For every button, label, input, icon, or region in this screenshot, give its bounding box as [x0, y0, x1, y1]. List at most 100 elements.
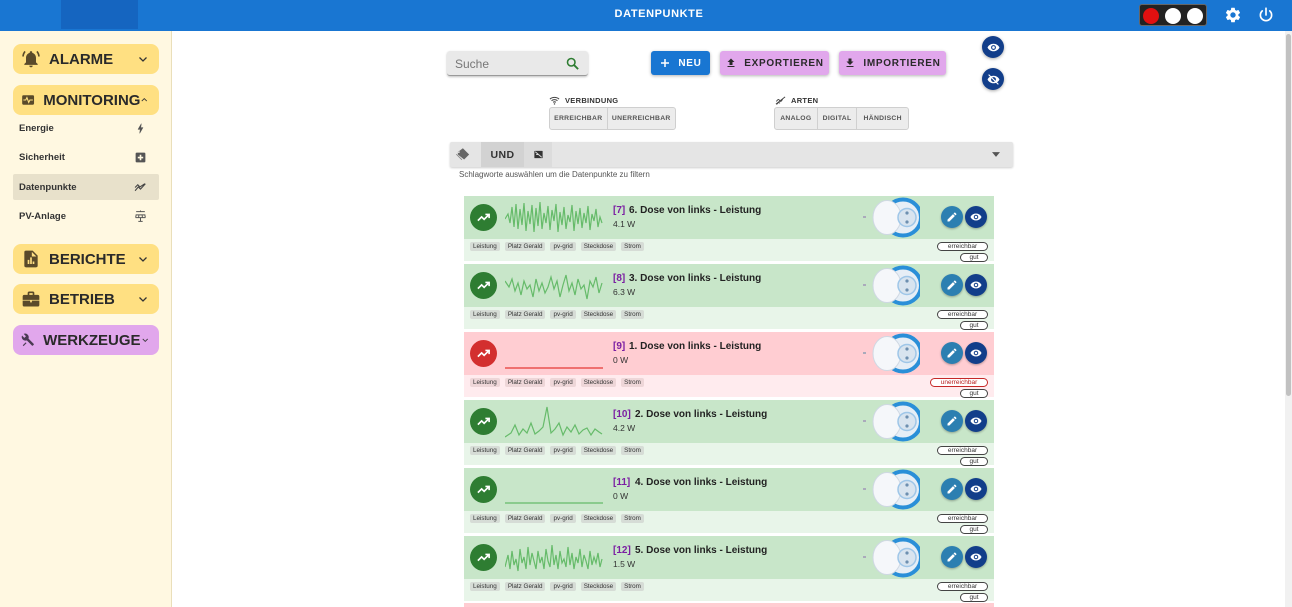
datapoint-card[interactable]: [8] 3. Dose von links - Leistung 6.3 W L…	[464, 264, 994, 330]
sidebar-group-berichte[interactable]: BERICHTE	[13, 244, 159, 274]
edit-button[interactable]	[941, 274, 963, 296]
tag-chip[interactable]: Steckdose	[580, 446, 617, 455]
tag-chip[interactable]: Steckdose	[580, 582, 617, 591]
view-button[interactable]	[965, 546, 987, 568]
sidebar-group-monitoring[interactable]: MONITORING	[13, 85, 159, 115]
tag-chip[interactable]: Platz Gerald	[504, 446, 546, 455]
hide-all-button[interactable]	[982, 68, 1004, 90]
chevron-down-icon[interactable]	[992, 151, 1000, 158]
sidebar-group-werkzeuge[interactable]: WERKZEUGE	[13, 325, 159, 355]
edit-button[interactable]	[941, 342, 963, 364]
datapoint-card[interactable]: [11] 4. Dose von links - Leistung 0 W Le…	[464, 468, 994, 534]
tag-chip[interactable]: Platz Gerald	[504, 242, 546, 251]
tag-chip[interactable]: Leistung	[470, 378, 500, 387]
tag-chip[interactable]: Strom	[621, 446, 644, 455]
tag-chip[interactable]: Leistung	[470, 514, 500, 523]
tag-chip[interactable]: pv-grid	[550, 582, 576, 591]
eye-icon	[987, 43, 999, 51]
pencil-icon	[947, 484, 957, 494]
tag-chip[interactable]: pv-grid	[550, 310, 576, 319]
view-button[interactable]	[965, 410, 987, 432]
quality-badge: gut	[960, 525, 988, 534]
tag-chip[interactable]: pv-grid	[550, 446, 576, 455]
edit-button[interactable]	[941, 206, 963, 228]
filter-manual-button[interactable]: HÄNDISCH	[863, 115, 902, 122]
eye-icon	[970, 417, 982, 425]
tag-chip[interactable]: Platz Gerald	[504, 514, 546, 523]
tag-chip[interactable]: Strom	[621, 582, 644, 591]
view-button[interactable]	[965, 206, 987, 228]
sidebar-item-pv-anlage[interactable]: PV-Anlage	[13, 203, 159, 229]
export-button[interactable]: EXPORTIEREN	[720, 51, 829, 75]
datapoint-value: 4.1 W	[613, 219, 636, 229]
pencil-icon	[947, 348, 957, 358]
import-button[interactable]: IMPORTIEREN	[839, 51, 946, 75]
view-button[interactable]	[965, 274, 987, 296]
search-icon[interactable]	[565, 56, 580, 71]
tag-chip[interactable]: pv-grid	[550, 378, 576, 387]
scrollbar-thumb[interactable]	[1286, 34, 1291, 396]
view-button[interactable]	[965, 478, 987, 500]
filter-analog-button[interactable]: ANALOG	[775, 108, 818, 129]
tag-chip[interactable]: Leistung	[470, 582, 500, 591]
datapoint-card[interactable]: [10] 2. Dose von links - Leistung 4.2 W …	[464, 400, 994, 466]
tag-filter-bar[interactable]: UND	[450, 142, 1013, 167]
tag-chip[interactable]: Strom	[621, 242, 644, 251]
datapoint-card[interactable]: [9] 1. Dose von links - Leistung 0 W Lei…	[464, 332, 994, 398]
sparkline-chart	[505, 502, 603, 504]
sidebar-item-sicherheit[interactable]: Sicherheit	[13, 144, 159, 170]
tag-chip[interactable]: Steckdose	[580, 242, 617, 251]
tag-chip[interactable]: Platz Gerald	[504, 378, 546, 387]
datapoint-id: [12]	[613, 545, 631, 556]
tag-chip[interactable]: Steckdose	[580, 514, 617, 523]
eye-icon	[970, 281, 982, 289]
edit-button[interactable]	[941, 546, 963, 568]
tag-chip[interactable]: Leistung	[470, 310, 500, 319]
chevron-up-icon	[141, 97, 148, 102]
sidebar-item-datenpunkte[interactable]: Datenpunkte	[13, 174, 159, 200]
sidebar-item-energie[interactable]: Energie	[13, 115, 159, 141]
edit-button[interactable]	[941, 478, 963, 500]
smart-plug-image	[863, 197, 920, 238]
tag-chip[interactable]: Platz Gerald	[504, 310, 546, 319]
tag-multiple-icon[interactable]	[456, 147, 471, 162]
sidebar-group-betrieb[interactable]: BETRIEB	[13, 284, 159, 314]
sidebar-group-label: MONITORING	[43, 91, 141, 109]
tag-chip[interactable]: Steckdose	[580, 378, 617, 387]
gear-icon[interactable]	[1224, 6, 1242, 24]
tag-chip[interactable]: Strom	[621, 514, 644, 523]
logo[interactable]	[61, 0, 138, 29]
search-field[interactable]	[447, 51, 588, 76]
view-button[interactable]	[965, 342, 987, 364]
filter-reachable-button[interactable]: ERREICHBAR	[550, 108, 608, 129]
edit-button[interactable]	[941, 410, 963, 432]
trending-up-icon	[477, 553, 490, 562]
datapoint-card-partial	[464, 603, 994, 607]
sidebar-group-alarme[interactable]: ALARME	[13, 44, 159, 74]
tag-chip[interactable]: Platz Gerald	[504, 582, 546, 591]
new-button[interactable]: NEU	[651, 51, 710, 75]
tag-chip[interactable]: Strom	[621, 378, 644, 387]
tag-chip[interactable]: pv-grid	[550, 514, 576, 523]
power-icon[interactable]	[1257, 6, 1275, 24]
datapoint-card[interactable]: [12] 5. Dose von links - Leistung 1.5 W …	[464, 536, 994, 602]
tag-chip[interactable]: Steckdose	[580, 310, 617, 319]
tag-chip[interactable]: Leistung	[470, 242, 500, 251]
status-indicator	[470, 544, 497, 571]
smart-plug-image	[863, 401, 920, 442]
sparkline-path	[505, 274, 603, 300]
show-all-button[interactable]	[982, 36, 1004, 58]
tag-chip[interactable]: Strom	[621, 310, 644, 319]
tag-exclude-toggle[interactable]	[524, 142, 552, 167]
tag-off-icon	[533, 150, 543, 159]
traffic-light-white-1	[1165, 8, 1181, 24]
tag-chip[interactable]: Leistung	[470, 446, 500, 455]
datapoint-card[interactable]: [7] 6. Dose von links - Leistung 4.1 W L…	[464, 196, 994, 262]
filter-unreachable-button[interactable]: UNERREICHBAR	[611, 115, 671, 122]
tag-chip[interactable]: pv-grid	[550, 242, 576, 251]
sidebar-item-label: Datenpunkte	[19, 181, 77, 193]
filter-digital-button[interactable]: DIGITAL	[818, 108, 858, 129]
traffic-light-indicator[interactable]	[1139, 4, 1207, 26]
tag-mode-and-toggle[interactable]: UND	[481, 142, 524, 167]
search-input[interactable]	[455, 55, 565, 72]
